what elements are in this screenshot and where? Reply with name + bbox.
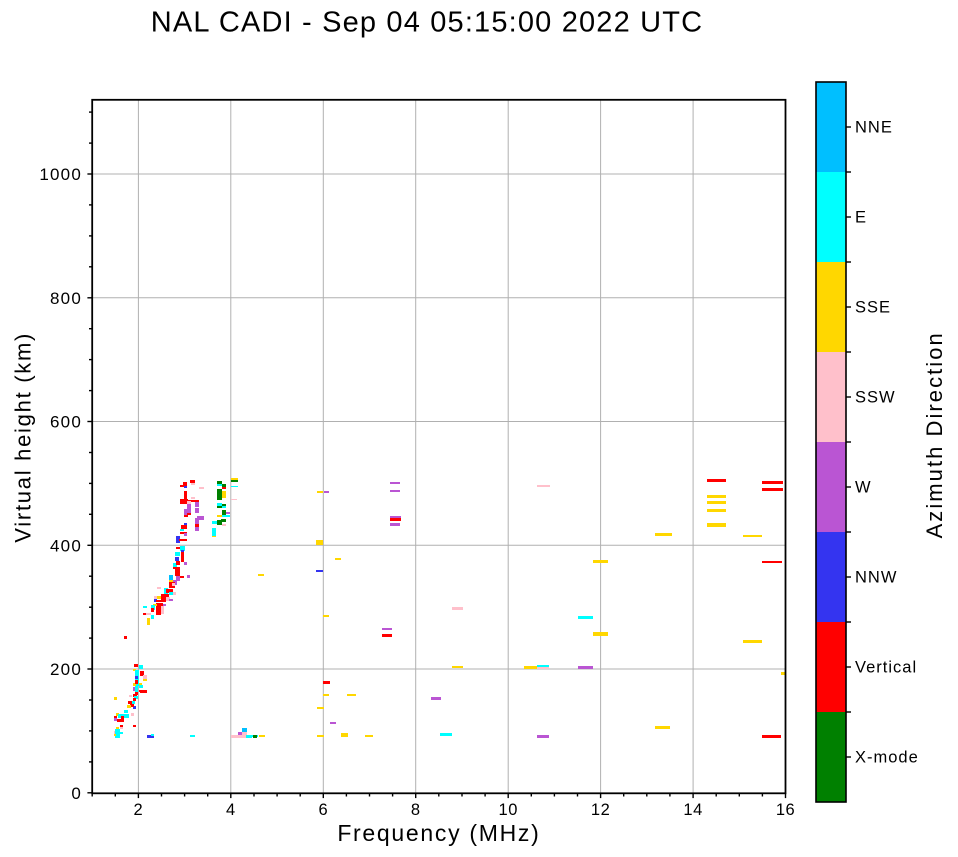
svg-text:X-mode: X-mode	[855, 749, 919, 767]
svg-text:NNE: NNE	[855, 119, 893, 137]
svg-text:Vertical: Vertical	[855, 659, 917, 677]
svg-text:10: 10	[499, 801, 518, 819]
svg-text:200: 200	[50, 660, 82, 679]
svg-text:0: 0	[71, 784, 82, 803]
svg-text:8: 8	[411, 801, 421, 819]
svg-text:Azimuth Direction: Azimuth Direction	[922, 331, 947, 538]
svg-text:4: 4	[226, 801, 236, 819]
svg-text:Frequency (MHz): Frequency (MHz)	[337, 820, 540, 846]
svg-text:Virtual height (km): Virtual height (km)	[11, 332, 36, 543]
svg-text:E: E	[855, 209, 867, 227]
svg-text:1000: 1000	[39, 165, 82, 184]
svg-text:SSE: SSE	[855, 299, 891, 317]
svg-text:400: 400	[50, 536, 82, 555]
svg-text:W: W	[855, 479, 872, 497]
svg-text:14: 14	[683, 801, 702, 819]
svg-text:SSW: SSW	[855, 389, 896, 407]
svg-text:NAL CADI - Sep 04 05:15:00 202: NAL CADI - Sep 04 05:15:00 2022 UTC	[151, 6, 704, 38]
svg-text:NNW: NNW	[855, 569, 897, 587]
svg-text:2: 2	[134, 801, 144, 819]
svg-text:12: 12	[591, 801, 610, 819]
svg-text:800: 800	[50, 289, 82, 308]
svg-text:6: 6	[318, 801, 328, 819]
svg-text:600: 600	[50, 413, 82, 432]
svg-text:16: 16	[776, 801, 795, 819]
